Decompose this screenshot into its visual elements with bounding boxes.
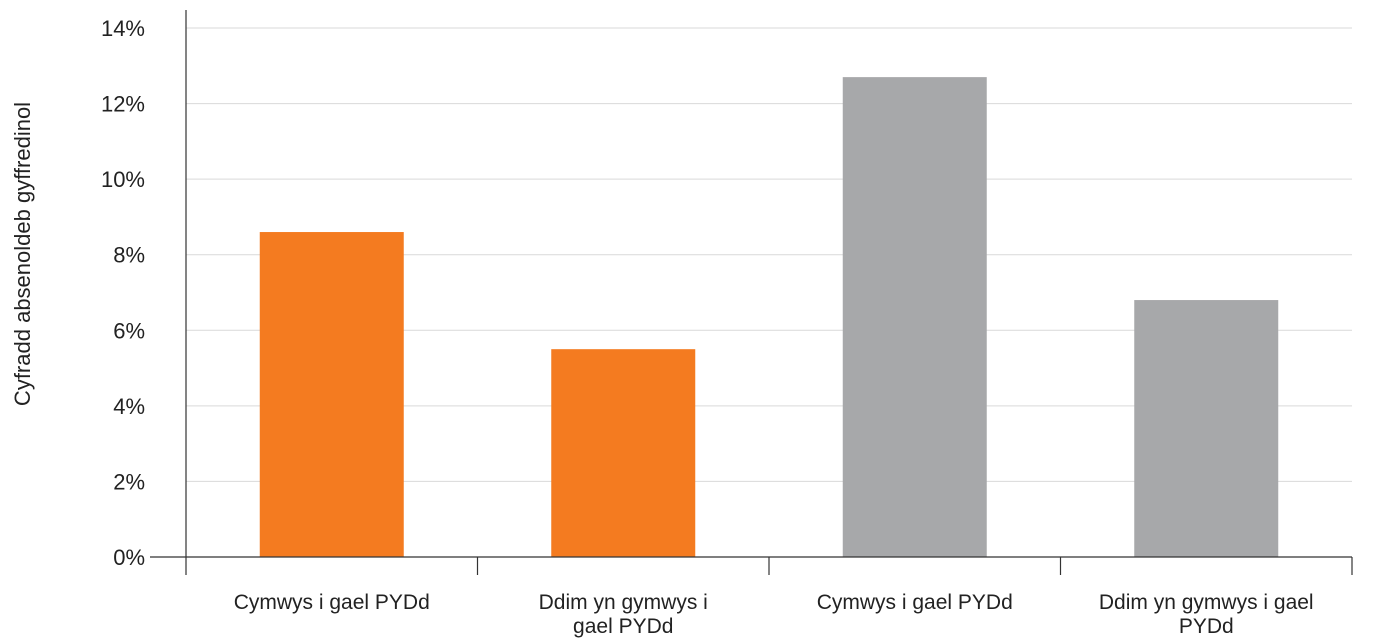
x-category-label-line: PYDd — [1179, 615, 1234, 638]
bar — [843, 77, 987, 557]
x-category-label-line: Ddim yn gymwys i — [539, 591, 708, 614]
y-tick-label: 2% — [113, 469, 145, 494]
x-category-label-line: gael PYDd — [573, 615, 673, 638]
y-tick-label: 12% — [101, 92, 145, 117]
bar — [260, 232, 404, 557]
bars — [260, 77, 1279, 557]
bar — [1134, 300, 1278, 557]
y-tick-label: 8% — [113, 243, 145, 268]
y-tick-label: 14% — [101, 16, 145, 41]
y-tick-label: 6% — [113, 318, 145, 343]
x-category-label-line: Cymwys i gael PYDd — [817, 591, 1013, 614]
x-category-label-line: Cymwys i gael PYDd — [234, 591, 430, 614]
x-category-label: Cymwys i gael PYDd — [817, 591, 1013, 614]
x-category-label: Ddim yn gymwys i gael PYDd — [539, 591, 708, 638]
x-category-label: Ddim yn gymwys i gael PYDd — [1099, 591, 1314, 638]
y-tick-label: 4% — [113, 394, 145, 419]
x-category-label: Cymwys i gael PYDd — [234, 591, 430, 614]
y-tick-label: 0% — [113, 545, 145, 570]
x-category-label-line: Ddim yn gymwys i gael — [1099, 591, 1314, 614]
y-axis-title: Cyfradd absenoldeb gyffredinol — [10, 102, 35, 406]
bar — [551, 349, 695, 557]
y-tick-label: 10% — [101, 167, 145, 192]
